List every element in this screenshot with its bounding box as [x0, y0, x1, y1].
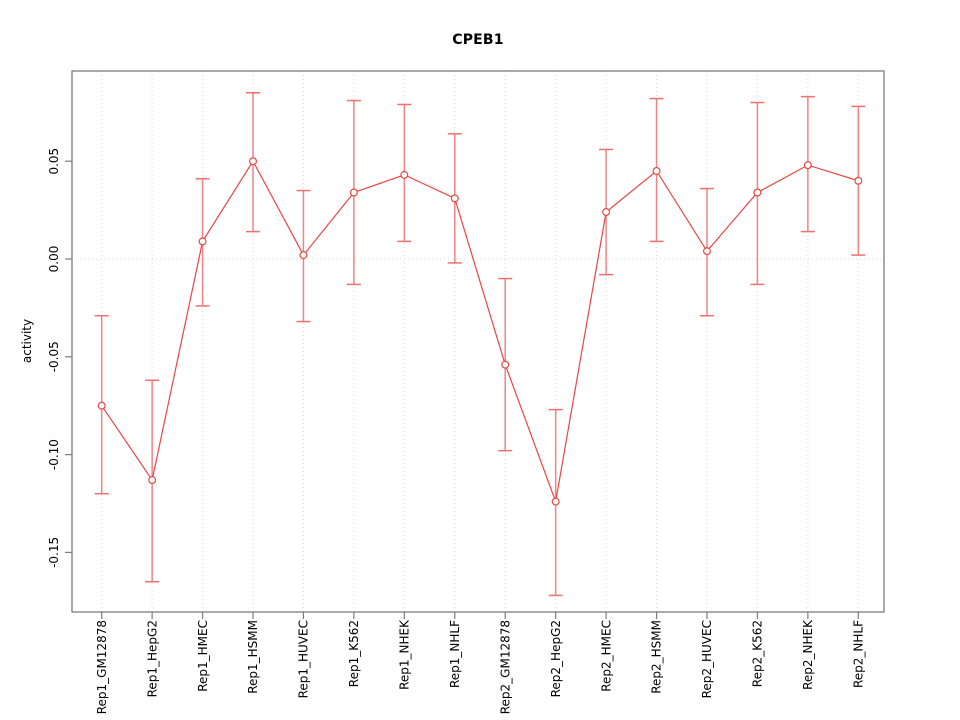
y-tick-label: 0.05: [47, 148, 61, 175]
x-tick-label: Rep2_GM12878: [498, 620, 512, 714]
x-tick-label: Rep2_HMEC: [599, 620, 613, 692]
x-tick-label: Rep1_NHLF: [448, 620, 462, 688]
data-point-marker: [702, 247, 711, 256]
data-point-marker: [198, 237, 207, 246]
data-point-marker: [652, 166, 661, 175]
data-point-marker: [299, 251, 308, 260]
data-point-marker: [854, 176, 863, 185]
y-tick-label: 0.00: [47, 246, 61, 273]
x-tick-label: Rep1_HMEC: [196, 620, 210, 692]
data-point-marker: [148, 476, 157, 485]
x-tick-label: Rep2_K562: [751, 620, 765, 687]
data-point-marker: [602, 208, 611, 217]
plot-frame: [71, 70, 885, 613]
x-tick-label: Rep1_NHEK: [398, 619, 412, 690]
x-tick-label: Rep1_HUVEC: [297, 620, 311, 698]
series-line: [101, 160, 859, 504]
data-point-marker: [551, 497, 560, 506]
x-tick-label: Rep2_HUVEC: [700, 620, 714, 698]
x-tick-label: Rep1_HSMM: [246, 620, 260, 694]
data-point-marker: [753, 188, 762, 197]
x-tick-label: Rep2_NHEK: [801, 619, 815, 690]
x-tick-label: Rep1_GM12878: [95, 620, 109, 714]
data-point-marker: [249, 157, 258, 166]
data-point-marker: [349, 188, 358, 197]
y-tick-label: -0.15: [47, 537, 61, 568]
x-tick-label: Rep2_HSMM: [650, 620, 664, 694]
x-tick-label: Rep2_NHLF: [852, 620, 866, 688]
y-tick-label: -0.10: [47, 439, 61, 470]
data-point-marker: [501, 360, 510, 369]
chart-title: CPEB1: [452, 32, 504, 48]
data-point-marker: [803, 161, 812, 170]
data-point-marker: [97, 401, 106, 410]
x-tick-label: Rep1_K562: [347, 620, 361, 687]
y-tick-label: -0.05: [47, 341, 61, 372]
data-point-marker: [450, 194, 459, 203]
data-point-marker: [400, 170, 409, 179]
x-tick-label: Rep1_HepG2: [145, 620, 159, 697]
x-tick-label: Rep2_HepG2: [549, 620, 563, 697]
